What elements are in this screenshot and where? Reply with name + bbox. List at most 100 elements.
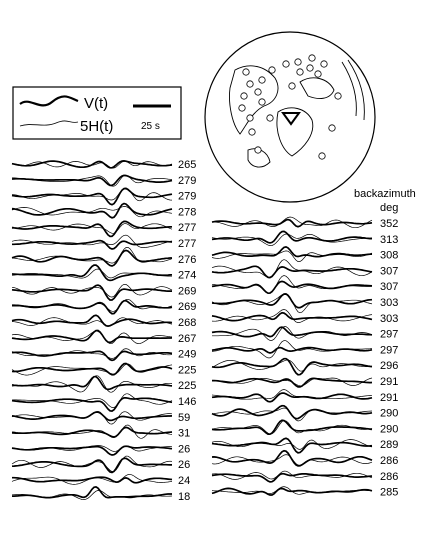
right-vertical-trace [211,487,373,496]
event-circle-icon [268,66,276,74]
event-circle-icon [320,60,328,68]
right-trace-column [211,216,373,496]
left-vertical-trace [12,485,172,499]
left-vertical-trace [11,160,173,169]
right-vertical-trace [211,472,373,483]
left-vertical-trace [11,220,173,238]
right-backazimuth-label: 303 [380,313,398,325]
right-vertical-trace [212,377,373,388]
left-horizontal-trace [11,375,173,393]
right-backazimuth-label: 290 [380,423,398,435]
left-backazimuth-label: 265 [178,159,196,171]
right-backazimuth-label: 307 [380,265,398,277]
left-backazimuth-label: 276 [178,254,196,266]
globe-map [204,31,376,203]
right-vertical-trace [211,326,373,338]
right-horizontal-trace [211,233,373,246]
left-vertical-trace [11,202,173,219]
left-backazimuth-label: 146 [178,396,196,408]
left-horizontal-trace [11,490,173,500]
left-vertical-trace [11,314,173,327]
left-horizontal-trace [11,283,173,298]
left-backazimuth-label: 279 [178,175,196,187]
left-horizontal-trace [11,234,173,248]
left-backazimuth-label: 26 [178,443,190,455]
right-backazimuth-label: 308 [380,250,398,262]
right-backazimuth-label: 313 [380,234,398,246]
left-vertical-trace [12,476,173,484]
left-backazimuth-label: 249 [178,349,196,361]
right-backazimuth-label: 291 [380,376,398,388]
station-triangle-icon [281,112,301,126]
left-backazimuth-label: 26 [178,459,190,471]
left-vertical-trace [11,426,173,438]
left-vertical-trace [11,187,173,206]
event-circle-icon [240,92,248,100]
left-vertical-trace [11,397,173,412]
left-backazimuth-label: 277 [178,238,196,250]
right-backazimuth-labels: 352 313 308 307 307 303 303 297 297 296 291 291 290 2… [380,218,398,499]
event-circle-icon [306,64,314,72]
right-horizontal-trace [211,359,373,372]
left-horizontal-trace [11,393,173,408]
event-circle-icon [238,104,246,112]
left-backazimuth-label: 24 [178,475,190,487]
right-vertical-trace [211,346,373,354]
left-backazimuth-label: 18 [178,491,190,503]
right-backazimuth-label: 290 [380,408,398,420]
right-backazimuth-label: 289 [380,439,398,451]
event-markers [238,54,342,160]
continent-outline [276,107,314,157]
right-vertical-trace [211,419,373,436]
left-vertical-trace [11,249,172,267]
left-vertical-trace [11,362,173,376]
left-vertical-trace [11,329,173,344]
right-vertical-trace [211,449,373,467]
event-circle-icon [318,152,326,160]
left-backazimuth-label: 225 [178,380,196,392]
left-backazimuth-labels: 265 279 279 278 277 277 276 274 269 269 268 267 249 2… [178,159,196,503]
right-vertical-trace [211,293,373,309]
left-vertical-trace [11,350,173,362]
left-horizontal-trace [11,445,173,452]
left-horizontal-trace [11,247,173,264]
event-circle-icon [258,76,266,84]
right-backazimuth-label: 285 [380,487,398,499]
left-backazimuth-label: 277 [178,222,196,234]
legend: V(t) 5H(t) 25 s [12,86,182,140]
legend-horizontal-label: 5H(t) [80,118,113,135]
left-vertical-trace [11,457,172,474]
right-vertical-trace [211,245,373,258]
left-vertical-trace [11,411,173,422]
right-vertical-trace [211,265,373,279]
event-circle-icon [246,80,254,88]
left-backazimuth-label: 31 [178,428,190,440]
right-backazimuth-label: 303 [380,297,398,309]
event-circle-icon [294,58,302,66]
continent-outline [229,65,279,135]
left-backazimuth-label: 269 [178,301,196,313]
coast-arc [341,61,357,117]
left-vertical-trace [11,445,173,456]
right-vertical-trace [211,357,373,376]
left-vertical-trace [12,299,173,315]
event-circle-icon [314,70,322,78]
right-backazimuth-label: 307 [380,281,398,293]
event-circle-icon [254,146,262,154]
time-scale-label: 25 s [141,121,160,132]
event-circle-icon [266,114,274,122]
legend-box [12,86,182,140]
event-circle-icon [254,88,262,96]
legend-vertical-label: V(t) [84,95,108,112]
right-backazimuth-label: 286 [380,471,398,483]
right-backazimuth-label: 296 [380,360,398,372]
right-horizontal-trace [211,309,373,323]
event-circle-icon [258,98,266,106]
right-vertical-trace [211,218,373,228]
continent-outline [299,77,335,99]
left-backazimuth-label: 274 [178,270,196,282]
right-backazimuth-label: 297 [380,329,398,341]
event-circle-icon [296,68,304,76]
right-horizontal-trace [211,275,373,294]
event-circle-icon [282,60,290,68]
